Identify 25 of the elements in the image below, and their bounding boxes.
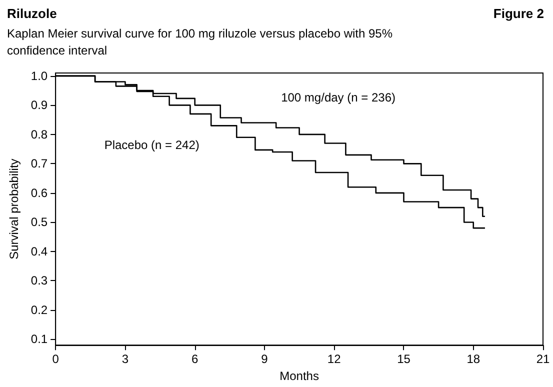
y-tick-label: 0.6	[30, 186, 48, 200]
y-tick-label: 0.8	[30, 127, 48, 142]
x-tick-label: 12	[327, 352, 342, 366]
x-tick-label: 0	[52, 352, 60, 366]
x-tick-label: 3	[122, 352, 129, 366]
x-tick-label: 21	[536, 352, 550, 366]
y-tick-label: 0.9	[30, 98, 48, 112]
series-label: 100 mg/day (n = 236)	[281, 90, 396, 105]
y-tick-label: 1.0	[30, 68, 48, 83]
x-tick-label: 6	[192, 352, 198, 366]
y-tick-label: 0.1	[30, 332, 48, 346]
y-tick-label: 0.5	[30, 215, 48, 230]
chart-title: Riluzole	[7, 6, 57, 21]
x-tick-label: 9	[261, 352, 268, 366]
series-label: Placebo (n = 242)	[104, 138, 200, 152]
y-tick-label: 0.4	[30, 244, 48, 258]
y-tick-label: 0.7	[30, 156, 48, 171]
x-axis-title: Months	[280, 369, 319, 383]
caption: Figure 2	[493, 6, 544, 21]
x-tick-label: 18	[466, 352, 480, 366]
x-tick-label: 15	[397, 352, 411, 366]
y-tick-label: 0.2	[30, 302, 48, 317]
y-tick-label: 0.3	[30, 274, 48, 288]
y-axis-title: Survival probability	[7, 158, 21, 260]
chart-subtitle: Kaplan Meier survival curve for 100 mg riluzole versus placebo with 95% confidence interval	[7, 26, 396, 58]
